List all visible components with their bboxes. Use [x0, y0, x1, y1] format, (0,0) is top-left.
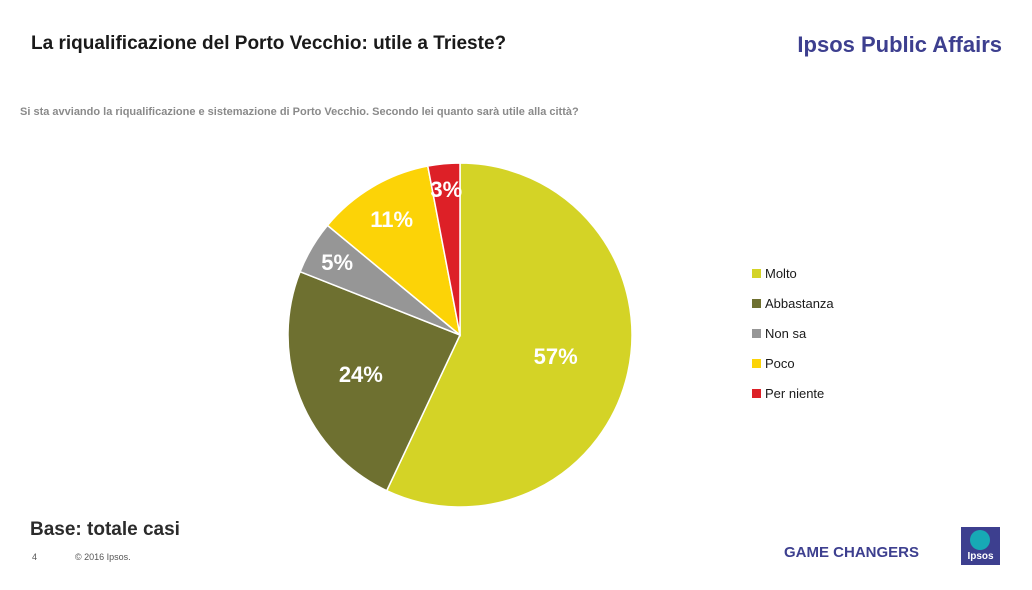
- legend-item: Per niente: [752, 386, 834, 401]
- survey-question: Si sta avviando la riqualificazione e si…: [20, 106, 579, 118]
- page-number: 4: [32, 552, 38, 562]
- data-label-molto: 57%: [534, 344, 578, 369]
- legend-item: Molto: [752, 266, 834, 281]
- legend-swatch-non-sa: [752, 329, 761, 338]
- pie-slice-abbastanza: [287, 270, 462, 492]
- page-title: La riqualificazione del Porto Vecchio: u…: [31, 33, 507, 54]
- ipsos-logo: Ipsos: [961, 527, 1000, 565]
- brand-name: Ipsos Public Affairs: [797, 32, 1002, 57]
- data-label-abbastanza: 24%: [339, 362, 383, 387]
- legend-swatch-molto: [752, 269, 761, 278]
- legend-label: Molto: [765, 266, 797, 281]
- legend-swatch-poco: [752, 359, 761, 368]
- logo-circle-icon: [970, 530, 990, 550]
- legend-item: Poco: [752, 356, 834, 371]
- data-label-non-sa: 5%: [321, 250, 353, 275]
- data-label-poco: 11%: [370, 207, 413, 232]
- pie-slice-per-niente: [426, 162, 461, 336]
- legend-swatch-abbastanza: [752, 299, 761, 308]
- data-label-per-niente: 3%: [430, 177, 462, 202]
- legend-label: Abbastanza: [765, 296, 834, 311]
- legend-label: Non sa: [765, 326, 807, 341]
- legend-swatch-per-niente: [752, 389, 761, 398]
- legend-item: Abbastanza: [752, 296, 834, 311]
- legend-item: Non sa: [752, 326, 834, 341]
- logo-text: Ipsos: [967, 551, 994, 562]
- chart-legend: Molto Abbastanza Non sa Poco Per niente: [752, 266, 834, 416]
- base-note: Base: totale casi: [30, 519, 180, 540]
- legend-label: Per niente: [765, 386, 825, 401]
- pie-slice-molto: [385, 162, 633, 508]
- pie-slice-poco: [326, 165, 462, 337]
- copyright: © 2016 Ipsos.: [75, 552, 131, 562]
- pie-chart: 57% 24% 5% 11% 3%: [287, 162, 633, 508]
- tagline: GAME CHANGERS: [784, 544, 920, 561]
- legend-label: Poco: [765, 356, 795, 371]
